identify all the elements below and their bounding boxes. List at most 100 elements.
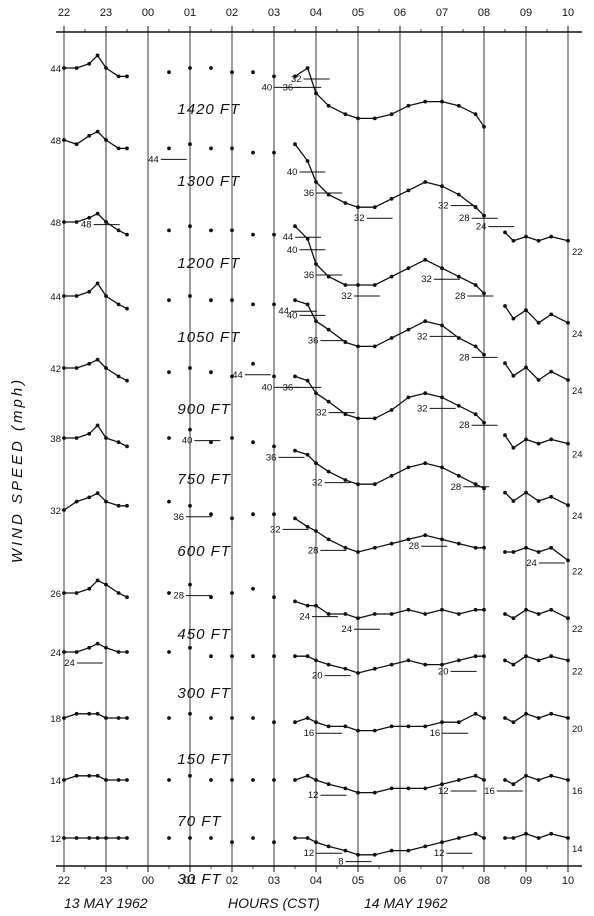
data-point: [406, 848, 411, 853]
data-point: [473, 112, 478, 117]
isotach-value-label: 12: [304, 848, 315, 859]
data-point: [456, 192, 461, 197]
data-point: [95, 641, 100, 646]
isotach-value-label: 20: [438, 666, 449, 677]
isotach-value-label: 32: [354, 213, 365, 224]
data-point: [251, 70, 255, 75]
data-point: [87, 495, 92, 500]
data-point: [372, 728, 377, 733]
isotach-value-label: 22: [572, 247, 583, 258]
isotach-value-label: 36: [173, 512, 184, 523]
data-point: [473, 344, 478, 349]
bottom-tick-label: 02: [226, 875, 238, 887]
data-point: [209, 836, 213, 840]
data-point: [423, 257, 428, 262]
isotach-value-label: 44: [232, 370, 243, 381]
data-point: [326, 662, 331, 667]
data-point: [230, 70, 234, 75]
data-point: [372, 545, 377, 550]
data-point: [293, 654, 297, 659]
series-750-ft: 38 750 FT 40 36 32 28 24: [50, 423, 583, 522]
series-line: [504, 231, 569, 242]
bottom-tick-label: 01: [184, 875, 196, 887]
data-point: [251, 302, 255, 307]
data-point: [440, 465, 444, 470]
data-point: [482, 486, 486, 491]
y-axis-label: WIND SPEED (mph): [9, 377, 26, 563]
data-point: [116, 503, 121, 508]
data-point: [406, 537, 411, 542]
bottom-tick-label: 10: [562, 875, 574, 887]
data-point: [95, 129, 100, 134]
data-point: [314, 391, 318, 396]
data-point: [356, 550, 360, 554]
data-point: [549, 773, 554, 778]
data-point: [251, 778, 255, 782]
height-label: 1300 FT: [177, 173, 241, 190]
series-1300-ft: 48 1300 FT 44 40 36 32 32 28 24 22: [50, 129, 583, 258]
data-point: [456, 612, 461, 616]
height-label: 450 FT: [177, 626, 231, 643]
data-point: [440, 782, 444, 787]
data-point: [305, 603, 310, 608]
data-point: [62, 366, 66, 370]
data-point: [62, 778, 66, 782]
data-point: [209, 654, 213, 659]
data-point: [389, 408, 394, 412]
isotach-value-label: 24: [572, 386, 583, 397]
data-point: [326, 844, 331, 849]
data-point: [423, 391, 428, 396]
x-axis-date-right: 14 MAY 1962: [364, 895, 448, 911]
data-point: [125, 146, 129, 151]
data-point: [293, 448, 297, 453]
isotach-value-label: 48: [81, 220, 92, 231]
data-point: [406, 395, 411, 400]
data-point: [272, 444, 276, 449]
series-line: [504, 305, 569, 324]
top-tick-label: 01: [184, 7, 196, 19]
data-point: [473, 283, 478, 287]
data-point: [503, 230, 507, 235]
data-point: [188, 224, 192, 229]
data-point: [356, 283, 360, 287]
data-point: [482, 213, 486, 218]
data-point: [423, 662, 428, 667]
data-point: [356, 852, 360, 857]
data-point: [473, 482, 478, 487]
data-point: [503, 716, 507, 720]
data-point: [251, 150, 255, 155]
data-point: [326, 274, 331, 279]
data-point: [511, 662, 516, 667]
data-point: [482, 124, 486, 129]
isotach-value-label: 24: [572, 450, 583, 461]
isotach-value-label: 24: [299, 612, 310, 623]
data-point: [116, 302, 121, 307]
data-point: [440, 395, 444, 400]
data-point: [524, 831, 528, 836]
data-point: [524, 711, 528, 716]
data-point: [503, 433, 507, 438]
series-line: [294, 600, 484, 619]
data-point: [423, 786, 428, 791]
data-point: [372, 790, 377, 795]
data-point: [293, 720, 297, 725]
data-point: [343, 112, 348, 117]
data-point: [305, 524, 310, 529]
isotach-value-label: 40: [287, 310, 298, 321]
isotach-value-label: 32: [438, 201, 449, 212]
top-tick-label: 22: [58, 7, 70, 19]
data-point: [167, 228, 171, 233]
data-point: [482, 836, 486, 840]
data-point: [356, 416, 360, 421]
data-point: [536, 658, 541, 663]
data-point: [326, 469, 331, 474]
data-point: [511, 316, 516, 321]
bottom-tick-label: 07: [436, 875, 448, 887]
x-axis-date-left: 13 MAY 1962: [64, 895, 148, 911]
data-point: [482, 607, 486, 612]
data-point: [209, 298, 213, 303]
data-point: [293, 298, 297, 303]
series-line: [64, 579, 128, 598]
data-point: [511, 720, 516, 725]
isotach-value-label: 32: [341, 291, 352, 302]
